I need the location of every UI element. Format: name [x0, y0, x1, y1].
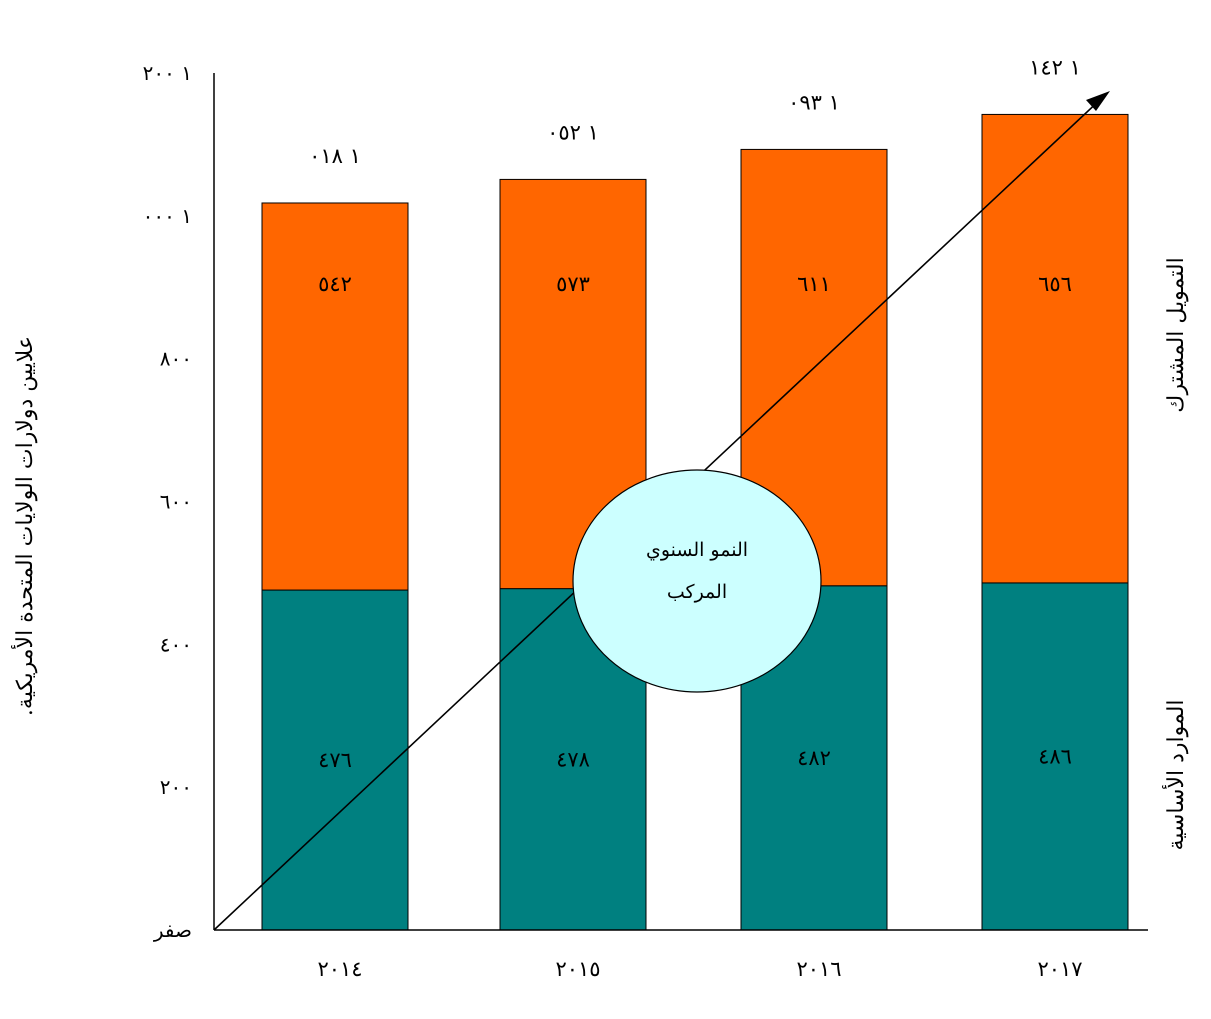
bar-cofinancing-label-4: ٦٥٦ [1038, 272, 1072, 296]
bar-cofinancing-4 [981, 113, 1129, 584]
growth-bubble-line1: النمو السنوي [646, 539, 748, 561]
bar-cofinancing-label-3: ٦١١ [797, 272, 831, 296]
x-labels-group: ٢٠١٤ ٢٠١٥ ٢٠١٦ ٢٠١٧ [317, 957, 1082, 981]
legend-cofinancing: التمويل المشترك [1164, 257, 1189, 412]
bar-cofinancing-label-2: ٥٧٣ [556, 272, 590, 296]
y-axis-title: علايين دولارات الولايات المتحدة الأمريكي… [10, 336, 38, 716]
axes-group [213, 73, 1148, 931]
y-tick-label-5: ٨٠٠ [160, 347, 192, 371]
bar-core-1 [261, 589, 409, 931]
y-tick-label-3: ٤٠٠ [160, 632, 192, 656]
y-tick-label-7: ١ ٢٠٠ [143, 61, 192, 85]
y-tick-label-6: ١ ٠٠٠ [143, 204, 192, 228]
bar-core-label-1: ٤٧٦ [318, 748, 352, 772]
y-tick-label-1: صفر [153, 918, 192, 942]
bar-core-label-3: ٤٨٢ [797, 746, 831, 770]
bar-core-label-2: ٤٧٨ [556, 747, 590, 771]
bar-cofinancing-1 [261, 202, 409, 591]
x-tick-label-3: ٢٠١٦ [796, 957, 841, 981]
growth-arrowhead [1086, 91, 1110, 111]
x-tick-label-2: ٢٠١٥ [555, 957, 600, 981]
bar-cofinancing-label-1: ٥٤٢ [318, 272, 352, 296]
bar-total-label-4: ١ ١٤٢ [1029, 55, 1081, 79]
growth-bubble [572, 469, 822, 693]
annotation-group: النمو السنوي المركب [213, 91, 1110, 931]
bar-core-4 [981, 582, 1129, 931]
bar-total-label-1: ١ ٠١٨ [309, 144, 361, 168]
growth-bubble-line2: المركب [667, 581, 727, 603]
bar-total-label-3: ١ ٠٩٣ [788, 90, 840, 114]
bar-total-label-2: ١ ٠٥٢ [547, 120, 599, 144]
legend-core-resources: الموارد الأساسية [1161, 699, 1189, 850]
bar-core-label-4: ٤٨٦ [1038, 744, 1072, 768]
y-tick-label-2: ٢٠٠ [160, 775, 192, 799]
y-tick-label-4: ٦٠٠ [160, 490, 192, 514]
y-ticks-group: صفر ٢٠٠ ٤٠٠ ٦٠٠ ٨٠٠ ١ ٠٠٠ ١ ٢٠٠ [143, 61, 192, 942]
x-tick-label-1: ٢٠١٤ [317, 957, 362, 981]
x-tick-label-4: ٢٠١٧ [1037, 957, 1082, 981]
